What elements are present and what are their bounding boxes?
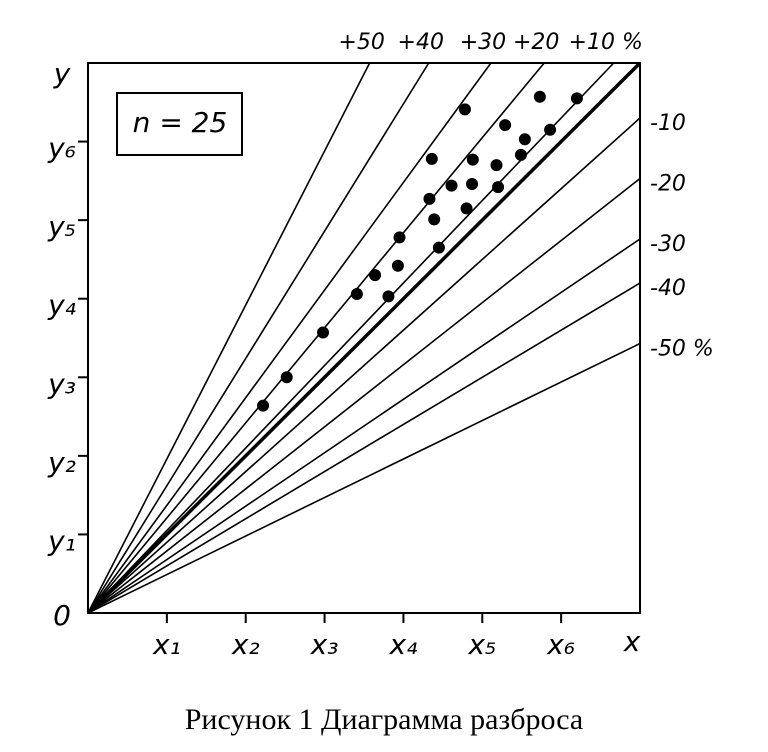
ray-label: -20 <box>650 172 686 197</box>
data-point <box>490 159 503 172</box>
y-tick-label: y₅ <box>47 210 76 243</box>
data-point <box>518 133 531 146</box>
ray-label: +50 <box>338 30 384 55</box>
x-tick-label: x₄ <box>389 628 418 661</box>
data-point <box>544 123 557 136</box>
data-point <box>492 181 505 194</box>
deviation-line <box>87 177 641 614</box>
data-point <box>533 90 546 103</box>
deviation-line <box>87 238 641 614</box>
ray-label: +10 % <box>569 30 643 55</box>
annotation: n = 25 <box>133 106 228 139</box>
caption: Рисунок 1 Диаграмма разброса <box>185 703 584 736</box>
data-point <box>466 153 479 166</box>
data-point <box>391 259 404 272</box>
data-point <box>466 178 479 190</box>
data-point <box>458 103 471 116</box>
deviation-line <box>87 62 430 614</box>
y-tick-label: y₂ <box>47 446 76 479</box>
ray-label: +40 <box>398 30 444 55</box>
y-axis-label: y <box>53 57 71 90</box>
x-tick-label: x₁ <box>152 628 181 661</box>
data-point <box>445 179 458 192</box>
x-tick-label: x₅ <box>467 628 496 661</box>
ray-label: -50 % <box>650 337 714 362</box>
data-point <box>570 92 583 105</box>
data-point <box>316 326 329 339</box>
data-point <box>350 288 363 300</box>
y-tick-label: y₁ <box>47 524 76 557</box>
annotation-box <box>116 92 243 156</box>
data-point <box>460 202 473 215</box>
ray-label: -10 <box>650 111 686 136</box>
deviation-line <box>87 282 641 614</box>
y-tick-label: y₃ <box>47 367 76 400</box>
data-point <box>423 192 436 205</box>
deviation-line <box>87 62 615 614</box>
data-point <box>514 148 527 161</box>
data-point <box>280 371 293 384</box>
y-tick-label: y₄ <box>47 289 76 322</box>
data-point <box>428 213 441 226</box>
x-tick-label: x₃ <box>310 628 339 661</box>
data-point <box>499 119 512 132</box>
deviation-line <box>87 342 641 614</box>
y-tick-label: 0 <box>53 599 71 632</box>
deviation-line <box>87 62 545 614</box>
data-point <box>369 269 382 282</box>
plot-frame <box>87 62 641 614</box>
x-axis-label: x <box>623 625 641 658</box>
ray-label: +20 <box>513 30 559 55</box>
deviation-line <box>87 62 492 614</box>
data-point <box>432 241 445 254</box>
deviation-line <box>87 117 641 614</box>
x-tick-label: x₂ <box>231 628 260 661</box>
data-point <box>393 231 406 244</box>
ray-label: +30 <box>460 30 506 55</box>
y-tick-label: y₆ <box>47 132 76 165</box>
data-point <box>425 152 438 165</box>
ray-label: -40 <box>650 276 686 301</box>
data-point <box>257 399 270 412</box>
deviation-line <box>87 62 371 614</box>
deviation-line <box>86 61 642 615</box>
ray-label: -30 <box>650 232 686 257</box>
x-tick-label: x₆ <box>546 628 575 661</box>
data-point <box>382 290 395 303</box>
